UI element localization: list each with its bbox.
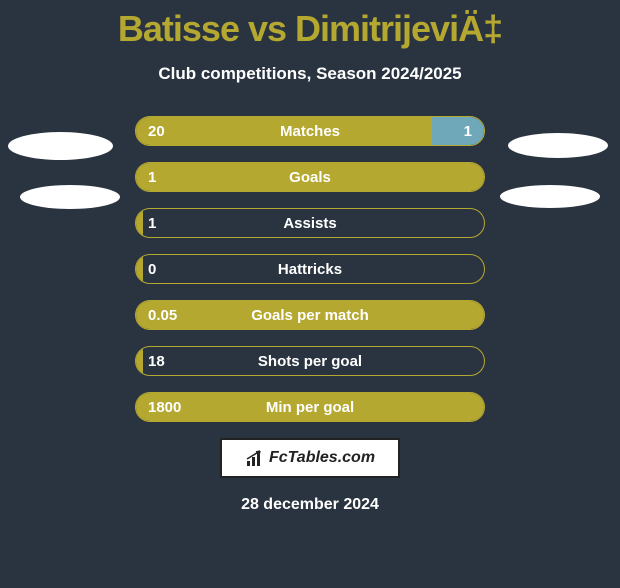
stat-value-left: 1800 bbox=[148, 393, 181, 421]
stat-label: Assists bbox=[136, 209, 484, 237]
stat-label: Goals per match bbox=[136, 301, 484, 329]
stat-value-left: 0 bbox=[148, 255, 156, 283]
stat-value-left: 18 bbox=[148, 347, 165, 375]
logo-text: FcTables.com bbox=[269, 449, 375, 467]
stat-value-left: 20 bbox=[148, 117, 165, 145]
fctables-logo: FcTables.com bbox=[220, 438, 400, 478]
stat-label: Goals bbox=[136, 163, 484, 191]
chart-up-icon bbox=[245, 449, 265, 467]
stat-row: Assists1 bbox=[135, 208, 485, 238]
stat-label: Hattricks bbox=[136, 255, 484, 283]
date-text: 28 december 2024 bbox=[0, 496, 620, 514]
stat-value-right: 1 bbox=[464, 117, 472, 145]
page-title: Batisse vs DimitrijeviÄ‡ bbox=[0, 8, 620, 50]
stat-label: Shots per goal bbox=[136, 347, 484, 375]
stat-row: Matches20 1 bbox=[135, 116, 485, 146]
stat-row: Goals1 bbox=[135, 162, 485, 192]
stat-value-left: 1 bbox=[148, 209, 156, 237]
stat-row: Hattricks0 bbox=[135, 254, 485, 284]
stat-label: Matches bbox=[136, 117, 484, 145]
stat-row: Shots per goal18 bbox=[135, 346, 485, 376]
stats-container: Matches201Goals1Assists1Hattricks0Goals … bbox=[0, 116, 620, 422]
stat-row: Goals per match0.05 bbox=[135, 300, 485, 330]
stat-row: Min per goal1800 bbox=[135, 392, 485, 422]
page-subtitle: Club competitions, Season 2024/2025 bbox=[0, 64, 620, 84]
stat-value-left: 1 bbox=[148, 163, 156, 191]
stat-label: Min per goal bbox=[136, 393, 484, 421]
stat-value-left: 0.05 bbox=[148, 301, 177, 329]
